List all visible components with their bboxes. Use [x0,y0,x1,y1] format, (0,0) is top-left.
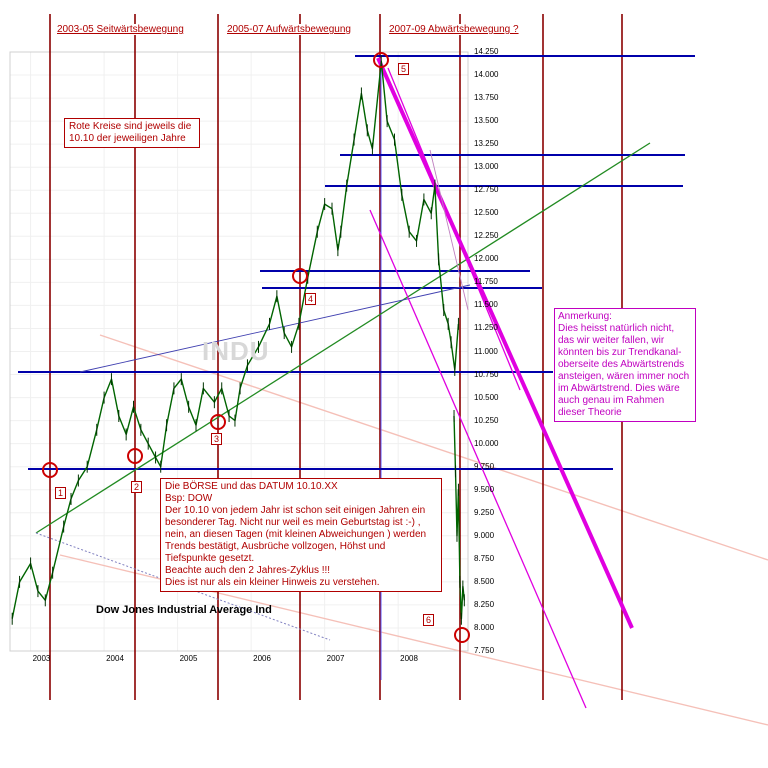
x-tick-label: 2004 [106,654,124,663]
y-tick-label: 11.500 [474,300,498,310]
x-tick-label: 2005 [179,654,198,663]
y-tick-label: 11.000 [474,346,498,356]
y-tick-label: 11.250 [474,323,498,333]
x-tick-label: 2006 [253,654,271,663]
y-tick-label: 10.500 [474,392,499,402]
y-tick-label: 10.250 [474,415,499,425]
y-tick-label: 13.750 [474,93,499,103]
y-tick-label: 9.750 [474,461,495,471]
chart-title: Dow Jones Industrial Average Ind [96,604,272,616]
magenta-channel-lower [369,209,587,709]
trend-line-blue [79,284,471,373]
date-circle [373,52,389,68]
y-tick-label: 12.750 [474,185,499,195]
plot-frame [9,51,469,652]
date-circle [42,462,58,478]
magenta-channel-line [387,67,521,391]
date-circle [454,627,470,643]
y-tick-label: 12.250 [474,231,499,241]
y-tick-label: 10.750 [474,369,499,379]
date-circle [210,414,226,430]
header-sideways: 2003-05 Seitwärtsbewegung [56,24,185,35]
header-upward: 2005-07 Aufwärtsbewegung [226,24,352,35]
y-tick-label: 7.750 [474,646,495,655]
x-tick-label: 2003 [32,654,51,663]
y-tick-label: 13.000 [474,162,499,172]
y-tick-label: 10.000 [474,438,499,448]
trend-line-green [35,142,651,534]
y-tick-label: 8.500 [474,576,495,586]
magenta-channel-short [429,149,469,311]
event-marker-6: 6 [423,614,435,626]
y-tick-label: 8.750 [474,553,495,563]
header-downward: 2007-09 Abwärtsbewegung ? [388,24,520,35]
event-marker-2: 2 [131,481,143,493]
y-tick-label: 8.000 [474,622,495,632]
x-tick-label: 2008 [400,654,418,663]
y-tick-label: 14.250 [474,47,499,56]
event-marker-4: 4 [305,293,317,305]
y-tick-label: 13.250 [474,139,499,149]
x-tick-label: 2007 [326,654,345,663]
note-main: Die BÖRSE und das DATUM 10.10.XX Bsp: DO… [160,478,442,592]
y-tick-label: 12.000 [474,254,499,264]
note-red-circles: Rote Kreise sind jeweils die 10.10 der j… [64,118,200,148]
y-tick-label: 14.000 [474,70,499,80]
event-marker-1: 1 [55,487,67,499]
y-tick-label: 9.250 [474,507,495,517]
watermark-text: INDU [202,336,270,366]
date-circle [127,448,143,464]
y-tick-label: 8.250 [474,599,495,609]
magenta-downtrend-bold [376,57,634,629]
y-tick-label: 12.500 [474,208,499,218]
price-series-line-0 [11,60,460,619]
y-tick-label: 9.500 [474,484,495,494]
y-tick-label: 11.750 [474,277,498,287]
y-tick-label: 9.000 [474,530,495,540]
y-tick-label: 13.500 [474,116,499,126]
note-remark: Anmerkung: Dies heisst natürlich nicht, … [554,308,696,422]
event-marker-5: 5 [398,63,410,75]
event-marker-3: 3 [211,433,223,445]
date-circle [292,268,308,284]
